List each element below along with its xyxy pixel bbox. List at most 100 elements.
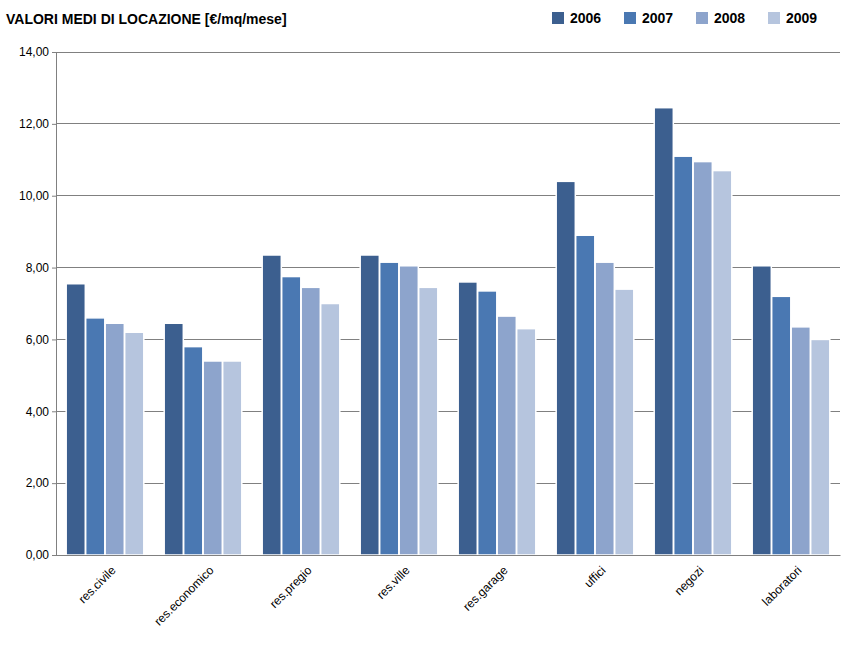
legend-swatch: [624, 12, 636, 24]
y-tick-mark: [52, 52, 56, 53]
x-tick-label: res.garage: [460, 563, 511, 614]
x-tick-label: res.economico: [151, 563, 216, 628]
x-tick-label: res.pregio: [267, 563, 315, 611]
bar: [556, 181, 575, 555]
bar: [360, 255, 379, 555]
series: [125, 171, 830, 555]
bar: [811, 339, 830, 555]
x-axis: res.civile res.economico res.pregio res.vil…: [57, 555, 841, 628]
y-tick: 0,00: [26, 548, 56, 562]
x-tick-label: res.ville: [374, 563, 413, 602]
x-tick-label: res.civile: [76, 563, 119, 606]
bar: [497, 316, 516, 555]
bar: [693, 162, 712, 555]
bar: [86, 318, 105, 555]
bar: [125, 332, 144, 555]
legend-item: 2008: [696, 10, 745, 26]
y-tick: 2,00: [26, 476, 56, 490]
bar: [772, 296, 791, 555]
bar: [615, 289, 634, 555]
y-tick-mark: [52, 196, 56, 197]
bar: [164, 323, 183, 555]
x-tick-label: negozi: [672, 563, 707, 598]
bar: [478, 291, 497, 555]
legend: 2006 2007 2008 2009: [552, 10, 817, 26]
y-tick: 12,00: [19, 117, 56, 131]
legend-swatch: [696, 12, 708, 24]
legend-label: 2007: [642, 10, 673, 26]
bar: [184, 347, 203, 555]
x-tick: res.ville: [374, 555, 413, 602]
x-tick: uffici: [581, 555, 608, 590]
bar: [595, 262, 614, 555]
plot: 0,00 2,00 4,00 6,00 8,00 10,00 12,00 14,00 res.c…: [19, 45, 841, 628]
y-tick-label: 8,00: [26, 261, 50, 275]
y-axis-line: [52, 53, 57, 556]
y-tick-mark: [52, 555, 56, 556]
x-tick: res.economico: [151, 555, 216, 628]
title: VALORI MEDI DI LOCAZIONE [€/mq/mese]: [6, 11, 287, 27]
y-tick-label: 12,00: [19, 117, 49, 131]
legend-swatch: [552, 12, 564, 24]
bar: [223, 361, 242, 555]
y-tick-label: 2,00: [26, 476, 50, 490]
y-tick: 14,00: [19, 45, 56, 59]
y-axis: 0,00 2,00 4,00 6,00 8,00 10,00 12,00 14,00: [19, 45, 57, 562]
bar: [105, 323, 124, 555]
bar: [66, 284, 85, 555]
bars: [66, 108, 830, 555]
x-tick: res.pregio: [267, 555, 315, 611]
legend-item: 2006: [552, 10, 601, 26]
x-tick: res.civile: [76, 555, 119, 606]
legend-label: 2008: [714, 10, 745, 26]
legend-label: 2006: [570, 10, 601, 26]
y-tick-label: 0,00: [26, 548, 50, 562]
bar: [752, 266, 771, 555]
bar: [419, 287, 438, 555]
x-axis-line: [57, 555, 841, 556]
y-tick-label: 6,00: [26, 333, 50, 347]
series: [66, 108, 771, 555]
y-tick: 8,00: [26, 261, 56, 275]
series: [86, 156, 791, 555]
y-tick-label: 10,00: [19, 189, 49, 203]
bar: [674, 156, 693, 555]
bar: [458, 282, 477, 555]
bar: [380, 262, 399, 555]
bar: [301, 287, 320, 555]
y-tick-label: 4,00: [26, 405, 50, 419]
y-tick-mark: [52, 124, 56, 125]
bar: [203, 361, 222, 555]
grid-line: [56, 52, 840, 53]
x-tick-label: uffici: [581, 563, 608, 590]
y-tick-mark: [52, 339, 56, 340]
bar: [713, 171, 732, 555]
chart: VALORI MEDI DI LOCAZIONE [€/mq/mese] 0,00…: [0, 0, 848, 659]
y-tick: 10,00: [19, 189, 56, 203]
bar: [517, 329, 536, 555]
x-tick-label: laboratori: [759, 563, 804, 608]
bar: [282, 277, 301, 555]
bar: [399, 266, 418, 555]
legend-item: 2009: [768, 10, 817, 26]
y-tick-label: 14,00: [19, 45, 49, 59]
x-tick: negozi: [672, 555, 707, 598]
series: [105, 162, 810, 555]
legend-label: 2009: [786, 10, 817, 26]
bar: [654, 108, 673, 555]
x-tick: res.garage: [460, 555, 511, 614]
bar: [262, 255, 281, 555]
bar: [576, 235, 595, 555]
bar: [321, 304, 340, 556]
y-tick-mark: [52, 483, 56, 484]
y-tick: 4,00: [26, 405, 56, 419]
legend-item: 2007: [624, 10, 673, 26]
legend-swatch: [768, 12, 780, 24]
grid: [56, 52, 840, 555]
y-tick: 6,00: [26, 333, 56, 347]
y-tick-mark: [52, 411, 56, 412]
y-tick-mark: [52, 268, 56, 269]
bar: [791, 327, 810, 555]
x-tick: laboratori: [759, 555, 804, 609]
grid-line: [56, 123, 840, 124]
